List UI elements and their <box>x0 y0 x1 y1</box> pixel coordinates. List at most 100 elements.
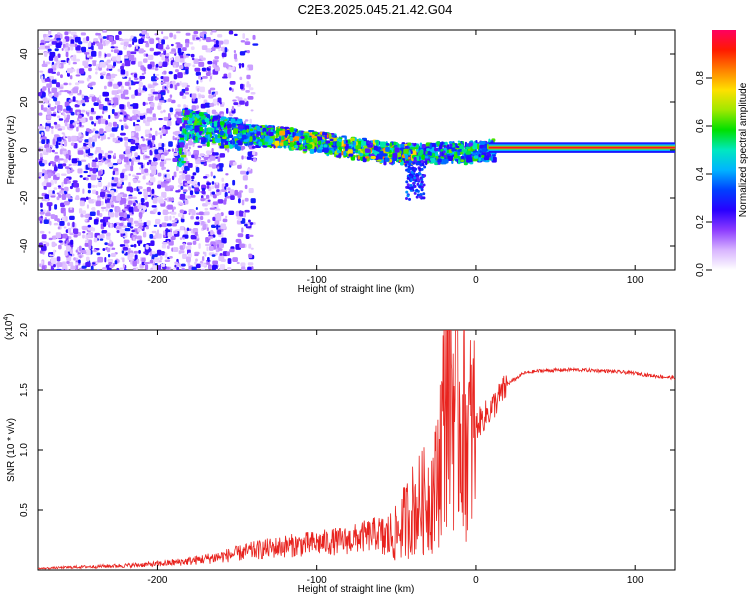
band-cell <box>182 117 189 121</box>
noise-cell <box>194 221 200 226</box>
band-cell <box>176 144 181 148</box>
noise-cell <box>85 99 90 103</box>
noise-cell <box>125 198 130 202</box>
tail-cell <box>415 188 419 192</box>
noise-cell <box>137 205 143 210</box>
noise-cell <box>225 173 229 176</box>
noise-cell <box>209 87 216 91</box>
noise-cell <box>59 190 66 194</box>
band-cell <box>300 132 304 137</box>
band-cell <box>309 148 315 154</box>
noise-cell <box>179 202 185 206</box>
noise-cell <box>160 81 165 85</box>
noise-cell <box>60 173 67 176</box>
band-cell <box>488 138 491 143</box>
noise-cell <box>209 103 215 107</box>
noise-cell <box>182 237 185 240</box>
band-cell <box>397 143 400 148</box>
noise-cell <box>76 126 79 132</box>
noise-cell <box>195 207 198 210</box>
noise-cell <box>164 159 167 165</box>
band-cell <box>203 124 208 128</box>
noise-cell <box>227 258 232 264</box>
noise-cell <box>150 102 155 108</box>
noise-cell <box>131 229 135 233</box>
noise-cell <box>41 241 47 244</box>
noise-cell <box>81 109 86 113</box>
noise-cell <box>75 262 79 266</box>
noise-cell <box>115 225 121 230</box>
noise-cell <box>56 32 61 35</box>
noise-cell <box>138 242 141 247</box>
noise-cell <box>158 149 163 154</box>
noise-cell <box>166 89 170 94</box>
noise-cell <box>62 233 68 239</box>
noise-cell <box>123 96 130 100</box>
noise-cell <box>190 194 196 198</box>
noise-cell <box>199 153 205 157</box>
noise-cell <box>57 158 64 161</box>
tail-cell <box>413 176 417 180</box>
noise-cell <box>179 81 182 86</box>
noise-cell <box>51 87 58 93</box>
noise-cell <box>110 252 116 257</box>
noise-cell <box>97 235 100 239</box>
noise-cell <box>166 44 170 49</box>
noise-cell <box>66 268 69 270</box>
band-cell <box>442 150 446 154</box>
band-cell <box>232 140 236 145</box>
noise-cell <box>95 71 98 75</box>
band-cell <box>421 144 426 149</box>
band-cell <box>338 138 343 143</box>
noise-cell <box>165 158 172 161</box>
band-cell <box>254 129 257 134</box>
noise-cell <box>56 256 61 262</box>
noise-cell <box>231 66 235 71</box>
band-cell <box>231 123 236 128</box>
noise-cell <box>142 137 145 142</box>
band-cell <box>316 136 323 141</box>
noise-cell <box>128 195 133 200</box>
noise-cell <box>241 62 245 68</box>
noise-cell <box>124 228 131 232</box>
noise-cell <box>214 66 220 72</box>
noise-cell <box>88 245 92 250</box>
noise-cell <box>207 109 211 115</box>
tail-cell <box>413 184 417 188</box>
noise-cell <box>105 120 108 125</box>
band-cell <box>438 144 443 150</box>
noise-cell <box>39 152 43 158</box>
noise-cell <box>82 60 89 66</box>
band-cell <box>281 135 285 140</box>
band-cell <box>441 141 444 146</box>
noise-cell <box>99 61 106 68</box>
band-cell <box>318 140 322 145</box>
band-cell <box>213 130 219 133</box>
noise-cell <box>229 248 235 253</box>
noise-cell <box>156 249 162 256</box>
noise-cell <box>178 177 182 184</box>
noise-cell <box>66 105 71 111</box>
noise-cell <box>149 149 153 156</box>
band-cell <box>268 138 274 144</box>
noise-cell <box>101 230 104 234</box>
noise-cell <box>39 220 43 224</box>
noise-cell <box>86 110 92 113</box>
band-cell <box>210 123 213 127</box>
noise-cell <box>59 148 63 155</box>
noise-cell <box>216 193 220 196</box>
band-cell <box>249 128 254 132</box>
noise-cell <box>106 72 111 76</box>
noise-cell <box>121 193 128 198</box>
noise-cell <box>88 141 92 147</box>
noise-cell <box>123 41 129 47</box>
band-cell <box>308 130 315 133</box>
noise-cell <box>106 235 111 240</box>
noise-cell <box>246 171 249 175</box>
noise-cell <box>39 44 46 50</box>
colorbar-ticks: 0.0 0.2 0.4 0.6 0.8 <box>695 71 712 277</box>
band-cell <box>344 135 347 141</box>
noise-cell <box>88 82 93 88</box>
band-cell <box>323 147 329 153</box>
noise-cell <box>171 148 175 152</box>
